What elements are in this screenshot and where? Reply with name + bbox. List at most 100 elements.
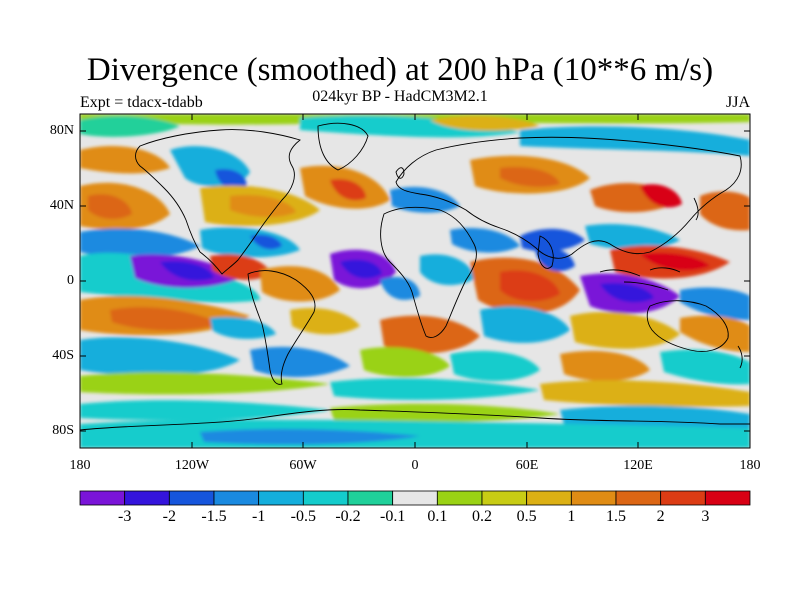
colorbar-swatch xyxy=(615,490,662,506)
africa-coast xyxy=(380,206,477,338)
colorbar-swatch xyxy=(168,490,215,506)
field-patch xyxy=(200,227,300,258)
field-patch xyxy=(260,266,340,302)
field-patch xyxy=(88,194,132,219)
lat-label: 0 xyxy=(67,273,74,288)
colorbar-swatch xyxy=(436,490,483,506)
field-patch xyxy=(80,146,170,174)
colorbar-swatch xyxy=(213,490,260,506)
field-patch xyxy=(430,115,540,131)
colorbar-label: -1 xyxy=(251,508,266,525)
japan-coast xyxy=(693,197,699,221)
field-patch xyxy=(250,346,350,378)
field-patch xyxy=(680,315,750,352)
field-patch xyxy=(640,184,682,208)
colorbar-label: -0.2 xyxy=(335,508,361,525)
colorbar-label: 3 xyxy=(701,508,710,525)
field-patch xyxy=(80,116,180,137)
colorbar-label: -3 xyxy=(117,508,132,525)
colorbar-label: -0.5 xyxy=(290,508,316,525)
lon-label: 120W xyxy=(174,458,210,473)
field-patch xyxy=(450,350,540,382)
colorbar-label: -0.1 xyxy=(379,508,406,525)
field-patch xyxy=(330,179,366,201)
colorbar-label: -2 xyxy=(162,508,176,525)
greenland-coast xyxy=(317,122,369,171)
colorbar-swatch xyxy=(570,490,617,506)
lat-label: 80N xyxy=(49,123,74,138)
new-zealand-coast xyxy=(737,345,743,369)
field-patch xyxy=(640,252,710,271)
field-patch xyxy=(570,312,680,349)
colorbar-swatch xyxy=(660,490,706,506)
colorbar-swatch xyxy=(124,490,170,506)
field-patch xyxy=(520,228,585,252)
colorbar-swatch xyxy=(704,490,751,506)
field-patch xyxy=(340,259,382,279)
colorbar-swatch xyxy=(526,490,572,506)
eurasia-coast xyxy=(395,136,742,259)
field-patch xyxy=(160,261,214,281)
field-patch xyxy=(80,400,330,421)
field-patch xyxy=(700,191,750,231)
field-patch xyxy=(250,234,282,250)
lat-label: 40S xyxy=(52,348,74,363)
lon-label: 60E xyxy=(515,458,539,473)
field-patch xyxy=(380,315,480,354)
field-patch xyxy=(80,228,200,259)
field-patch xyxy=(560,350,650,382)
lon-label: 180 xyxy=(739,458,761,473)
lat-label: 80S xyxy=(52,423,74,438)
field-patch xyxy=(330,378,540,400)
colorbar-swatch xyxy=(258,490,304,506)
field-patch xyxy=(215,169,247,192)
tick-marks xyxy=(80,114,750,448)
colorbar-swatch xyxy=(302,490,349,506)
colorbar-swatch xyxy=(347,490,394,506)
colorbar-swatch xyxy=(481,490,528,506)
uk-coast xyxy=(395,167,405,179)
field-patch xyxy=(360,347,450,378)
field-patch xyxy=(420,254,476,286)
colorbar-label: 1 xyxy=(567,508,576,525)
coastlines xyxy=(80,122,750,431)
antarctica-coast xyxy=(80,409,750,431)
field-patch xyxy=(210,254,272,280)
north-america-coast xyxy=(135,129,301,275)
field-patch xyxy=(500,166,560,187)
field-patch xyxy=(535,247,575,272)
map-subtitle: 024kyr BP - HadCM3M2.1 xyxy=(312,88,488,105)
field-patch xyxy=(380,276,420,300)
field-patch xyxy=(210,316,276,339)
colorbar-label: 2 xyxy=(656,508,665,525)
field-patch xyxy=(680,287,750,320)
field-patch xyxy=(80,337,240,376)
field-patch xyxy=(290,307,360,335)
colorbar-label: 0.1 xyxy=(427,508,448,525)
field-patch xyxy=(390,186,460,213)
south-america-coast xyxy=(247,270,316,385)
field-patch xyxy=(540,380,750,407)
indonesia-coast xyxy=(599,267,681,291)
field-patch xyxy=(500,270,560,302)
experiment-label: Expt = tdacx-tdabb xyxy=(80,94,203,111)
lon-label: 180 xyxy=(69,458,91,473)
season-label: JJA xyxy=(725,94,750,111)
lat-label: 40N xyxy=(49,198,74,213)
colorbar-label: 1.5 xyxy=(606,508,626,525)
field-patch xyxy=(450,227,520,253)
colorbar-swatch xyxy=(392,490,438,506)
india-coast xyxy=(537,235,554,269)
field-patch xyxy=(230,194,296,218)
colorbar-swatch xyxy=(79,490,126,506)
field-patch xyxy=(660,349,750,385)
colorbar-label: -1.5 xyxy=(201,508,227,525)
field-patch xyxy=(480,306,570,343)
lon-label: 120E xyxy=(623,458,653,473)
australia-coast xyxy=(646,300,729,352)
map-title: Divergence (smoothed) at 200 hPa (10**6 … xyxy=(86,52,714,88)
field-patch xyxy=(300,115,520,138)
field-patch xyxy=(600,282,654,303)
